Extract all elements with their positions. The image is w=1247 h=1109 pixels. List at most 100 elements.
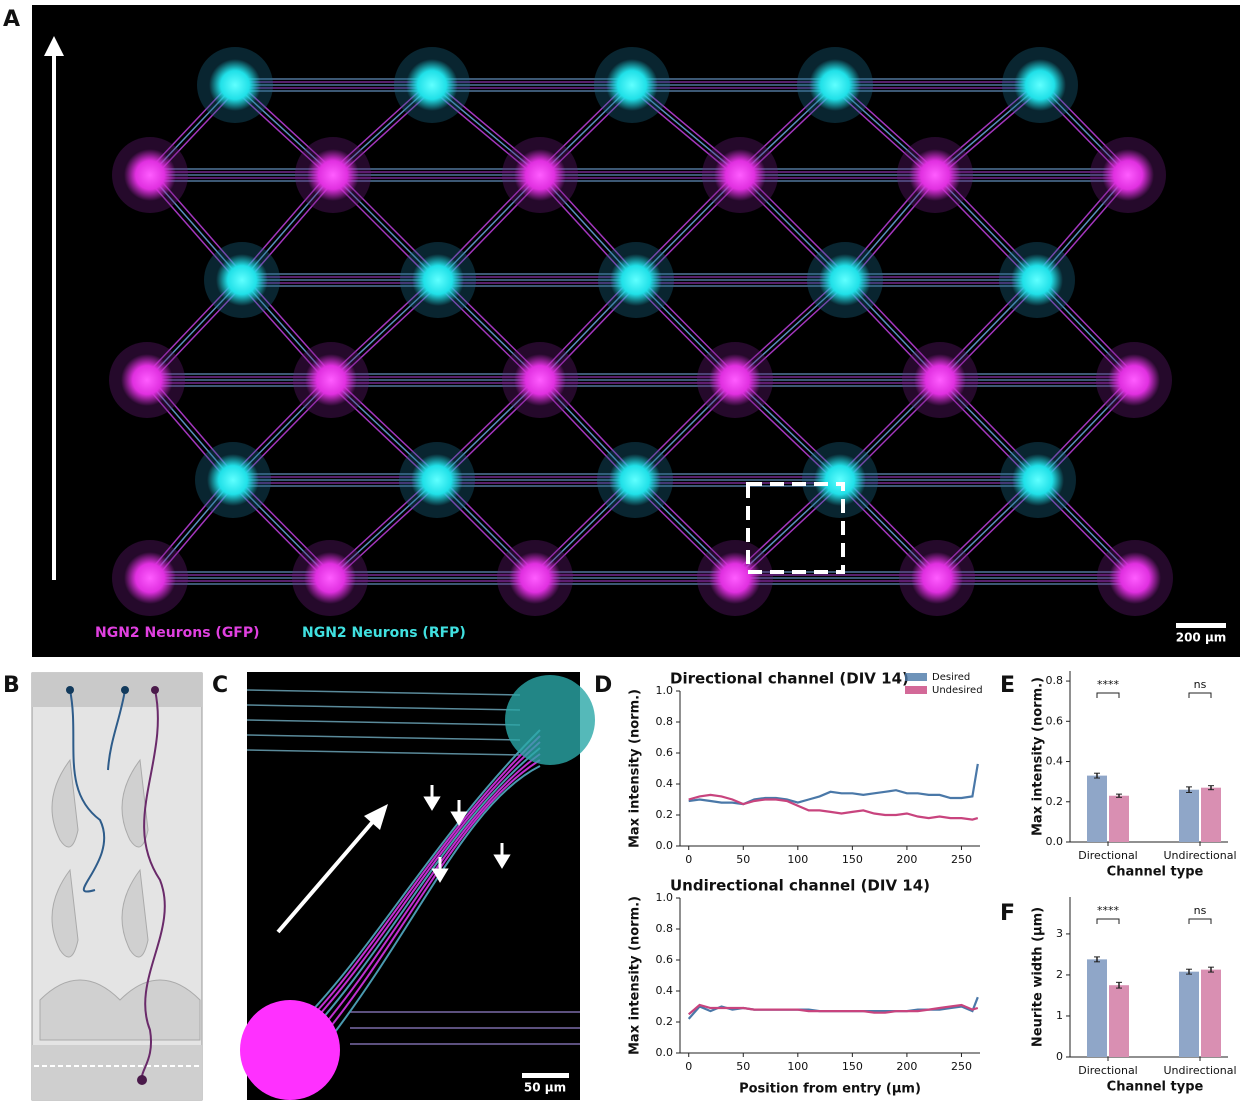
significance-bracket [1188,918,1212,924]
x-tick-label: Directional [1078,1064,1138,1077]
node [709,354,761,406]
node [809,59,861,111]
scale-bar [1176,623,1226,628]
node [121,354,173,406]
bar [1109,795,1129,842]
node [304,552,356,604]
y-tick-label: 2 [1056,968,1063,981]
node [1108,354,1160,406]
channel-label: NGN2 Neurons (GFP) [95,625,260,641]
node [1014,59,1066,111]
bar [1201,787,1221,842]
y-tick-label: 1 [1056,1009,1063,1022]
x-tick-label: 150 [842,1060,863,1073]
legend-swatch [905,673,927,681]
y-tick-label: 0.0 [1046,835,1064,848]
bar [1179,971,1199,1057]
mean-line [688,793,979,821]
node [1109,552,1161,604]
y-tick-label: 0.0 [656,839,674,852]
node [509,552,561,604]
soma-cluster [505,675,595,765]
y-tick-label: 0.8 [656,715,674,728]
y-tick-label: 0.2 [656,808,674,821]
neurite [140,689,166,1081]
node [514,149,566,201]
significance-label: ns [1194,678,1207,691]
x-tick-label: 50 [736,853,750,866]
arrow-head [44,36,64,56]
node [909,149,961,201]
y-tick-label: 0.6 [1046,714,1064,727]
significance-label: ns [1194,904,1207,917]
legend-label: Desired [932,672,970,683]
significance-label: **** [1097,678,1120,691]
significance-label: **** [1097,904,1120,917]
node [814,454,866,506]
legend-swatch [905,686,927,694]
node [307,149,359,201]
bar [1109,985,1129,1057]
x-tick-label: Undirectional [1163,1064,1236,1077]
node [714,149,766,201]
chart-title: Undirectional channel (DIV 14) [670,877,930,895]
bar [1201,969,1221,1057]
node [1011,254,1063,306]
y-axis-label: Max intensity (norm.) [1031,677,1046,836]
y-tick-label: 0.6 [656,953,674,966]
channel-shapes [39,758,201,1041]
neuron-network [109,47,1173,616]
node [207,454,259,506]
y-tick-label: 0.4 [1046,755,1064,768]
x-tick-label: 250 [951,853,972,866]
mean-line [688,763,979,806]
channel [246,734,521,741]
neurite [319,759,541,1041]
node [610,254,662,306]
panel-label: C [212,673,228,698]
neurite [69,689,106,893]
x-tick-label: 150 [842,853,863,866]
neurite [107,689,126,771]
node [305,354,357,406]
micrograph-a [32,5,1240,657]
y-axis-label: Max intensity (norm.) [628,896,643,1055]
bar [1087,959,1107,1057]
scale-label: 50 µm [524,1081,566,1095]
y-tick-label: 0.8 [656,922,674,935]
x-tick-label: 0 [685,1060,692,1073]
node [216,254,268,306]
node [609,454,661,506]
soma [151,686,159,694]
neurite [307,753,541,1045]
panel-label: F [1000,901,1015,926]
x-axis-label: Channel type [1107,865,1204,880]
y-axis-label: Max intensity (norm.) [628,689,643,848]
significance-bracket [1096,692,1120,698]
x-tick-label: 250 [951,1060,972,1073]
node [124,149,176,201]
soma [66,686,74,694]
neurites-c [240,675,595,1100]
panel-label: D [594,673,612,698]
y-tick-label: 0.4 [656,984,674,997]
x-tick-label: 100 [787,853,808,866]
chamber [32,673,202,707]
node [209,59,261,111]
inset-box [746,482,845,574]
x-tick-label: 200 [896,1060,917,1073]
x-axis-label: Position from entry (µm) [739,1082,921,1097]
y-tick-label: 0.4 [656,777,674,790]
node [911,552,963,604]
node [411,454,463,506]
x-tick-label: Directional [1078,849,1138,862]
node [819,254,871,306]
node [124,552,176,604]
direction-arrow [276,816,378,934]
node [406,59,458,111]
soma [121,686,129,694]
channel [246,719,521,726]
y-axis-label: Neurite width (µm) [1031,907,1046,1047]
neurite [295,747,541,1049]
